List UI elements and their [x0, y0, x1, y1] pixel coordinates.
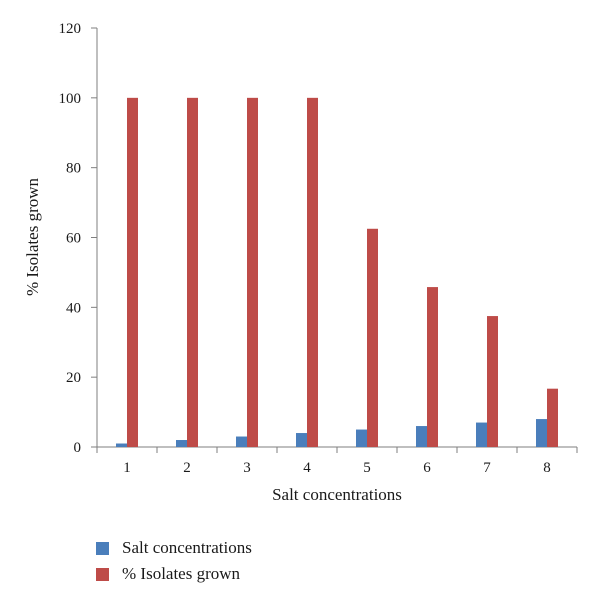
- x-tick-label: 5: [363, 460, 371, 476]
- x-tick-label: 2: [183, 460, 191, 476]
- legend-label-salt-concentrations: Salt concentrations: [122, 538, 252, 557]
- bar-salt-concentrations-6: [416, 426, 427, 447]
- y-tick-label: 80: [66, 161, 81, 177]
- bar-isolates-grown-5: [367, 228, 378, 447]
- bar-salt-concentrations-8: [536, 419, 547, 447]
- bar-isolates-grown-1: [127, 97, 138, 447]
- bar-isolates-grown-6: [427, 287, 438, 447]
- x-tick-label: 7: [483, 460, 491, 476]
- x-tick-label: 6: [423, 460, 431, 476]
- y-tick-label: 100: [59, 91, 82, 107]
- bar-salt-concentrations-4: [296, 433, 307, 447]
- y-tick-label: 20: [66, 370, 81, 386]
- bar-salt-concentrations-2: [176, 440, 187, 447]
- x-tick-label: 1: [123, 460, 131, 476]
- bars: [116, 97, 558, 447]
- x-axis: 1 2 3 4 5 6 7 8: [96, 446, 578, 476]
- y-tick-label: 0: [74, 440, 82, 456]
- x-axis-title: Salt concentrations: [272, 485, 402, 504]
- bar-salt-concentrations-5: [356, 429, 367, 447]
- bar-chart: 0 20 40 60 80 100 120 1 2 3 4 5 6 7 8 % Isolates grow…: [23, 21, 578, 504]
- y-tick-label: 120: [59, 21, 82, 37]
- y-axis: 0 20 40 60 80 100 120: [59, 21, 98, 456]
- bar-salt-concentrations-1: [116, 443, 127, 447]
- bar-isolates-grown-8: [547, 388, 558, 447]
- bar-isolates-grown-3: [247, 97, 258, 447]
- legend: Salt concentrations % Isolates grown: [96, 535, 252, 587]
- y-tick-label: 40: [66, 300, 81, 316]
- x-tick-label: 3: [243, 460, 251, 476]
- y-axis-title: % Isolates grown: [23, 177, 42, 296]
- x-tick-label: 4: [303, 460, 311, 476]
- legend-label-isolates-grown: % Isolates grown: [122, 564, 241, 583]
- bar-salt-concentrations-7: [476, 422, 487, 447]
- y-tick-label: 60: [66, 231, 81, 247]
- legend-swatch-salt-concentrations: [96, 541, 109, 555]
- x-tick-label: 8: [543, 460, 551, 476]
- bar-isolates-grown-7: [487, 316, 498, 447]
- legend-item-isolates-grown: % Isolates grown: [96, 561, 252, 587]
- bar-salt-concentrations-3: [236, 436, 247, 447]
- bar-isolates-grown-4: [307, 97, 318, 447]
- legend-swatch-isolates-grown: [96, 567, 109, 581]
- legend-item-salt-concentrations: Salt concentrations: [96, 535, 252, 561]
- bar-isolates-grown-2: [187, 97, 198, 447]
